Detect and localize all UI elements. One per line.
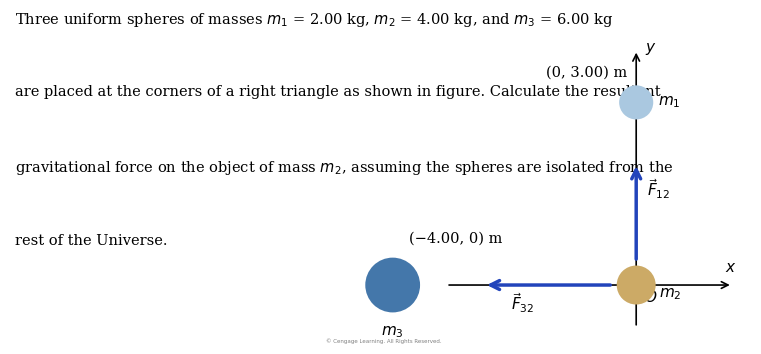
Text: $y$: $y$ (645, 41, 657, 57)
Text: Three uniform spheres of masses $m_1$ = 2.00 kg, $m_2$ = 4.00 kg, and $m_3$ = 6.: Three uniform spheres of masses $m_1$ = … (15, 11, 613, 29)
Text: $\vec{F}_{12}$: $\vec{F}_{12}$ (647, 178, 670, 201)
Text: $m_3$: $m_3$ (381, 325, 404, 340)
Circle shape (619, 85, 653, 119)
Text: © Cengage Learning. All Rights Reserved.: © Cengage Learning. All Rights Reserved. (326, 338, 441, 344)
Text: gravitational force on the object of mass $m_2$, assuming the spheres are isolat: gravitational force on the object of mas… (15, 159, 673, 177)
Text: (−4.00, 0) m: (−4.00, 0) m (409, 232, 502, 245)
Text: $\vec{F}_{32}$: $\vec{F}_{32}$ (511, 292, 535, 315)
Text: (0, 3.00) m: (0, 3.00) m (546, 65, 627, 79)
Text: rest of the Universe.: rest of the Universe. (15, 234, 167, 248)
Text: $m_2$: $m_2$ (659, 286, 682, 302)
Circle shape (616, 266, 656, 304)
Circle shape (365, 258, 420, 313)
Text: $m_1$: $m_1$ (658, 95, 680, 110)
Text: $x$: $x$ (724, 261, 736, 275)
Text: $O$: $O$ (644, 289, 658, 305)
Text: are placed at the corners of a right triangle as shown in figure. Calculate the : are placed at the corners of a right tri… (15, 85, 661, 99)
